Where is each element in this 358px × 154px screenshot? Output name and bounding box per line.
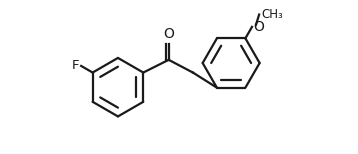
Text: CH₃: CH₃ — [261, 8, 283, 21]
Text: O: O — [163, 27, 174, 41]
Text: O: O — [253, 20, 265, 34]
Text: F: F — [72, 59, 79, 72]
